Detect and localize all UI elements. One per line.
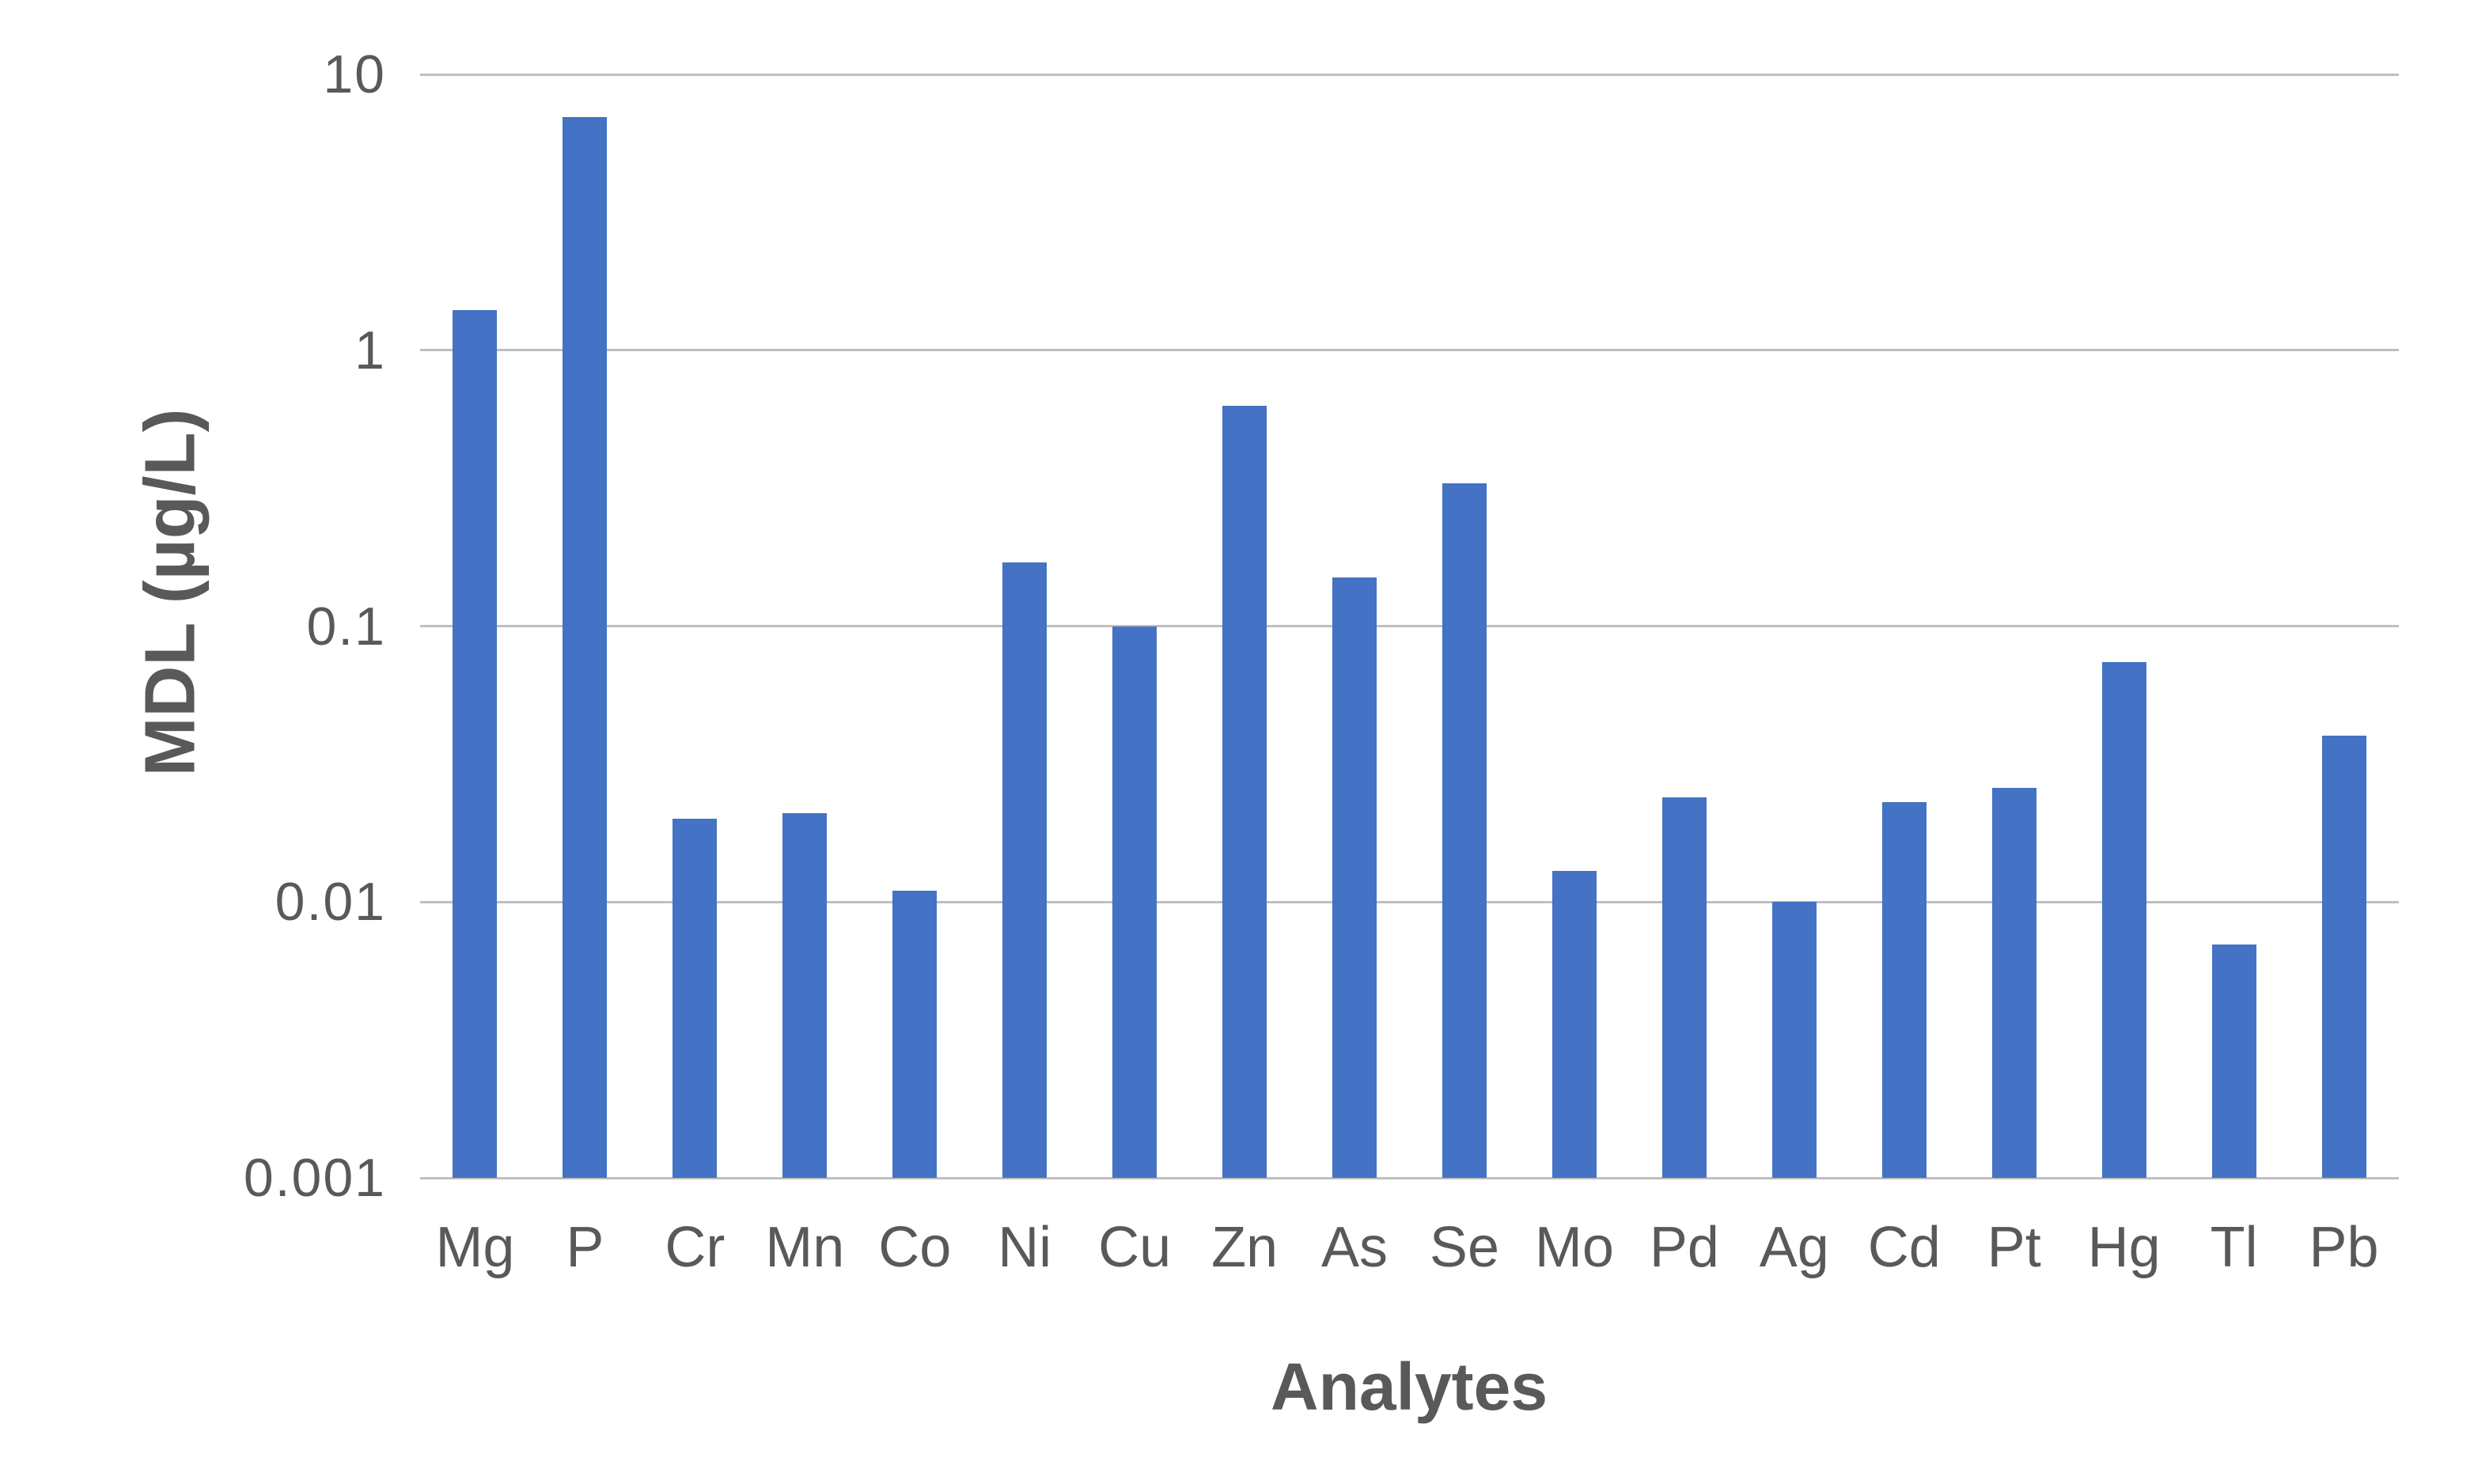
bar-Tl: [2211, 945, 2256, 1178]
x-tick-label-Mo: Mo: [1534, 1216, 1614, 1279]
plot-area: [420, 73, 2399, 1179]
y-tick-label-10: 10: [323, 44, 386, 104]
x-tick-label-P: P: [566, 1216, 604, 1279]
bar-Co: [892, 890, 938, 1178]
bar-Mn: [782, 812, 828, 1178]
bar-Cr: [672, 819, 718, 1178]
x-tick-label-Mg: Mg: [435, 1216, 515, 1279]
bar-Pb: [2321, 736, 2366, 1178]
x-tick-label-Pt: Pt: [1987, 1216, 2041, 1279]
y-axis-title: MDL (µg/L): [131, 408, 210, 777]
bar-Hg: [2101, 662, 2146, 1178]
x-tick-label-Ag: Ag: [1759, 1216, 1829, 1279]
x-tick-label-Pd: Pd: [1649, 1216, 1719, 1279]
y-tick-label-0.1: 0.1: [306, 596, 386, 657]
gridline-0.01: [420, 900, 2399, 903]
gridline-0.001: [420, 1176, 2399, 1179]
x-axis-title: Analytes: [1270, 1350, 1548, 1424]
x-tick-label-Zn: Zn: [1211, 1216, 1279, 1279]
bar-Ag: [1771, 902, 1817, 1178]
x-tick-label-Mn: Mn: [765, 1216, 845, 1279]
bar-Se: [1442, 483, 1487, 1178]
x-tick-label-As: As: [1321, 1216, 1389, 1279]
x-tick-label-Cu: Cu: [1098, 1216, 1172, 1279]
x-tick-label-Cd: Cd: [1867, 1216, 1941, 1279]
y-tick-label-0.01: 0.01: [275, 872, 386, 933]
bar-Mo: [1551, 870, 1597, 1178]
x-tick-label-Co: Co: [878, 1216, 952, 1279]
bar-Pt: [1991, 787, 2036, 1178]
x-tick-label-Pb: Pb: [2309, 1216, 2379, 1279]
gridline-1: [420, 349, 2399, 352]
bar-Cu: [1112, 626, 1157, 1178]
x-tick-label-Se: Se: [1429, 1216, 1500, 1279]
bar-Mg: [453, 309, 498, 1178]
x-tick-label-Hg: Hg: [2087, 1216, 2161, 1279]
x-tick-label-Ni: Ni: [998, 1216, 1052, 1279]
x-tick-label-Cr: Cr: [665, 1216, 726, 1279]
gridline-10: [420, 73, 2399, 76]
y-tick-label-0.001: 0.001: [243, 1148, 386, 1208]
bar-Pd: [1661, 797, 1707, 1178]
bar-Ni: [1002, 562, 1048, 1178]
x-tick-label-Tl: Tl: [2210, 1216, 2258, 1279]
y-tick-label-1: 1: [354, 320, 386, 380]
gridline-0.1: [420, 625, 2399, 627]
bar-Cd: [1881, 802, 1927, 1178]
bar-P: [563, 117, 608, 1178]
bar-As: [1332, 577, 1377, 1178]
bar-Zn: [1222, 405, 1267, 1178]
